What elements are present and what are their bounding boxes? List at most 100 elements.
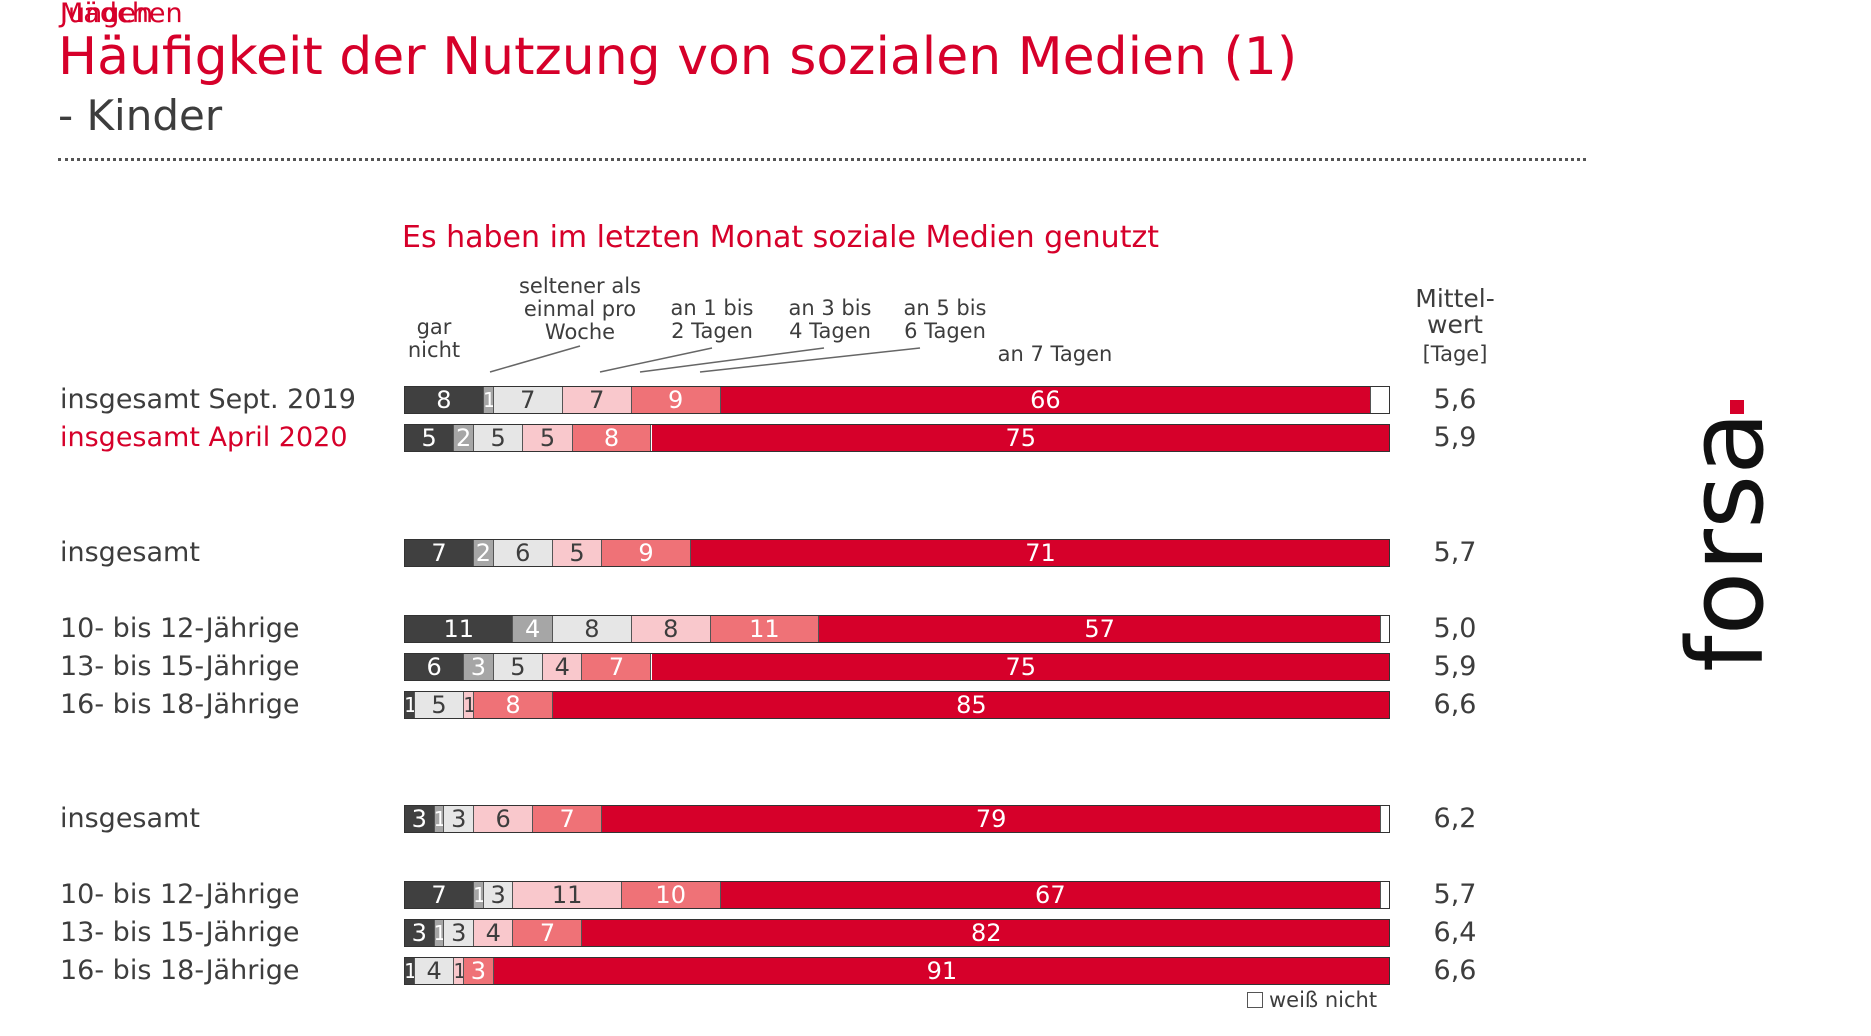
stacked-bar: 3 1 3 6 7 79	[404, 805, 1390, 833]
title-divider	[58, 158, 1586, 161]
data-label: 3	[411, 920, 427, 946]
data-label: 1	[405, 693, 415, 717]
bar-segment: 66	[720, 387, 1372, 413]
data-label: 11	[749, 616, 780, 642]
data-label: 7	[589, 387, 605, 413]
bar-segment: 1	[474, 882, 484, 908]
bar-segment: 9	[602, 540, 691, 566]
data-label: 5	[421, 425, 437, 451]
bar-segment: 8	[572, 425, 652, 451]
bar-segment: 1	[464, 692, 475, 718]
stacked-bar: 7 2 6 5 9 71	[404, 539, 1390, 567]
stacked-bar: 1 5 1 8 85	[404, 691, 1390, 719]
bar-segment: 91	[493, 958, 1389, 984]
data-label: 1	[454, 959, 465, 983]
data-label: 8	[436, 387, 452, 413]
data-label: 7	[608, 654, 625, 680]
leader-line	[639, 347, 825, 373]
bar-segment: 5	[474, 425, 524, 451]
bar-segment: 1	[434, 806, 445, 832]
data-label: 66	[1030, 387, 1061, 413]
bar-segment: 2	[474, 540, 494, 566]
data-label: 9	[667, 387, 684, 413]
bar-segment: 2	[454, 425, 475, 451]
data-label: 4	[426, 958, 442, 984]
data-label: 8	[603, 425, 620, 451]
data-label: 85	[956, 692, 987, 718]
data-label: 6	[426, 654, 442, 680]
data-label: 5	[431, 692, 447, 718]
bar-segment: 75	[651, 425, 1389, 451]
data-label: 8	[505, 692, 521, 718]
data-label: 1	[474, 883, 484, 907]
row-label: 16- bis 18-Jährige	[60, 689, 300, 720]
data-label: 6	[495, 806, 511, 832]
bar-segment: 9	[631, 387, 721, 413]
category-header-line: Woche	[544, 320, 616, 344]
category-header: an 1 bis 2 Tagen	[660, 297, 764, 343]
mean-header: Mittel- wert	[1400, 286, 1510, 338]
bar-segment: 8	[405, 387, 484, 413]
data-label: 3	[470, 654, 487, 680]
logo-text: forsa	[1665, 411, 1782, 672]
leader-line	[489, 345, 581, 373]
row-label: insgesamt	[60, 537, 200, 568]
bar-segment: 11	[405, 616, 514, 642]
bar-segment: 7	[533, 806, 603, 832]
legend-swatch	[1247, 992, 1263, 1008]
data-label: 8	[663, 616, 679, 642]
bar-segment: 1	[483, 387, 494, 413]
data-label: 7	[431, 540, 447, 566]
data-label: 7	[539, 920, 556, 946]
bar-segment: 4	[474, 920, 514, 946]
bar-segment: 3	[464, 958, 494, 984]
legend-label: weiß nicht	[1269, 988, 1378, 1012]
bar-segment: 1	[405, 692, 415, 718]
category-header-line: nicht	[407, 338, 461, 362]
row-label: insgesamt April 2020	[60, 422, 348, 453]
category-header-line: gar	[416, 315, 452, 339]
data-label: 3	[451, 920, 467, 946]
row-label: 10- bis 12-Jährige	[60, 613, 300, 644]
data-label: 3	[451, 806, 467, 832]
bar-segment	[1381, 882, 1389, 908]
data-label: 1	[434, 921, 445, 945]
bar-segment: 85	[552, 692, 1389, 718]
category-header-line: an 7 Tagen	[997, 342, 1113, 366]
category-header-line: an 1 bis	[670, 296, 754, 320]
category-header-line: seltener als	[518, 274, 642, 298]
data-label: 7	[559, 806, 575, 832]
bar-segment	[1371, 387, 1389, 413]
category-header: seltener als einmal pro Woche	[500, 275, 660, 344]
data-label: 4	[485, 920, 501, 946]
mean-header-line: Mittel-	[1415, 284, 1495, 313]
bar-segment: 7	[582, 654, 652, 680]
bar-segment: 3	[444, 920, 475, 946]
data-label: 4	[554, 654, 570, 680]
mean-unit: [Tage]	[1422, 342, 1488, 366]
category-header-line: 2 Tagen	[671, 319, 753, 343]
bar-segment: 7	[562, 387, 632, 413]
bar-segment	[1381, 616, 1389, 642]
bar-segment: 3	[483, 882, 514, 908]
data-label: 5	[569, 540, 585, 566]
mean-header-line: wert	[1427, 310, 1483, 339]
page-subtitle: - Kinder	[58, 91, 223, 140]
stacked-bar: 5 2 5 5 8 75	[404, 424, 1390, 452]
category-header-line: an 5 bis	[903, 296, 987, 320]
bar-segment: 79	[602, 806, 1382, 832]
stacked-bar: 8 1 7 7 9 66	[404, 386, 1390, 414]
mean-value: 5,7	[1433, 537, 1477, 568]
data-label: 5	[510, 654, 526, 680]
bar-segment: 7	[513, 920, 583, 946]
leader-line	[599, 347, 713, 373]
data-label: 8	[584, 616, 600, 642]
data-label: 6	[515, 540, 531, 566]
stacked-bar: 3 1 3 4 7 82	[404, 919, 1390, 947]
leader-line	[699, 347, 921, 373]
data-label: 1	[434, 807, 445, 831]
data-label: 11	[443, 616, 474, 642]
category-header-line: einmal pro	[523, 297, 637, 321]
data-label: 79	[975, 806, 1007, 832]
data-label: 10	[655, 882, 686, 908]
